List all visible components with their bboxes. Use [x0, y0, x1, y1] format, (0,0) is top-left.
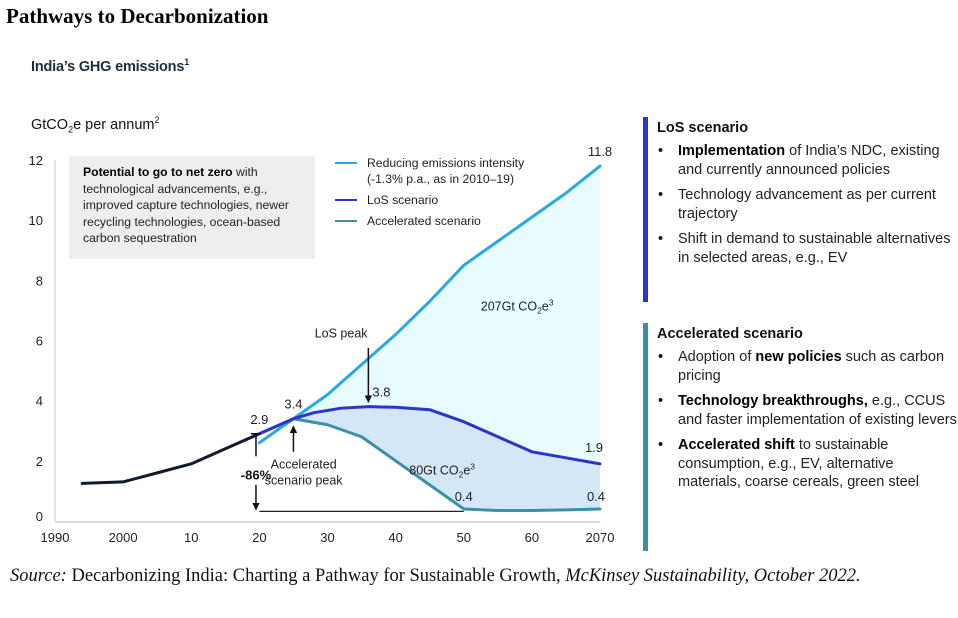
- legend-label: Reducing emissions intensity: [367, 156, 525, 170]
- chart-legend: Reducing emissions intensity (-1.3% p.a.…: [335, 155, 524, 229]
- source-publisher: McKinsey Sustainability, October 2022.: [560, 566, 861, 586]
- unit-pre: GtCO: [31, 116, 69, 133]
- legend-item-accelerated: Accelerated scenario: [335, 213, 524, 229]
- panel-accent-bar: [643, 117, 648, 302]
- legend-swatch-los: [335, 199, 357, 201]
- series-line-accelerated-scenario: [257, 417, 602, 512]
- accelerated-peak-label: Accelerated: [271, 457, 337, 471]
- chart-title-text: India’s GHG emissions: [31, 58, 185, 75]
- area-label-207gt-sup: 3: [549, 297, 554, 307]
- area-label-80gt: 80Gt CO2e3: [409, 461, 475, 479]
- panel-title: Accelerated scenario: [657, 326, 803, 342]
- chart-title: India’s GHG emissions1: [31, 57, 189, 75]
- callout-text: with technological advancements, e.g., i…: [83, 165, 289, 245]
- list-item: Adoption of new policies such as carbon …: [657, 348, 958, 385]
- bullet-bold: Technology breakthroughs,: [678, 393, 868, 409]
- los-scenario-panel: LoS scenario Implementation of India’s N…: [643, 117, 958, 302]
- area-fill-1: [293, 406, 600, 511]
- area-label-80gt-pre: 80Gt CO: [409, 463, 459, 477]
- x-tick-label: 40: [388, 530, 402, 545]
- bullet-bold: Accelerated shift: [678, 437, 795, 453]
- accelerated-peak-label: scenario peak: [265, 473, 344, 487]
- unit-post: e per annum: [73, 116, 155, 133]
- list-item: Shift in demand to sustainable alternati…: [657, 230, 958, 267]
- x-tick-label: 2070: [586, 530, 615, 545]
- list-item: Implementation of India’s NDC, existing …: [657, 142, 958, 179]
- emissions-chart: 0 2 4 6 8 10 12 1990 2000 10 20 30 40 50 60 2070 11.8 3.4…: [29, 144, 615, 545]
- legend-item-los: LoS scenario: [335, 192, 524, 208]
- panel-title: LoS scenario: [657, 120, 749, 136]
- area-label-207gt-pre: 207Gt CO: [481, 299, 538, 313]
- legend-item-intensity: Reducing emissions intensity (-1.3% p.a.…: [335, 155, 524, 187]
- y-axis-unit-label: GtCO2e per annum2: [31, 115, 160, 135]
- list-item: Accelerated shift to sustainable consump…: [657, 436, 958, 492]
- value-label: 3.8: [372, 385, 390, 400]
- page-title: Pathways to Decarbonization: [6, 4, 269, 28]
- area-fill-0: [293, 166, 600, 464]
- unit-sub: 2: [68, 124, 74, 135]
- y-tick-label: 12: [29, 153, 43, 168]
- x-tick-label: 20: [252, 530, 266, 545]
- bullet-text: of India’s NDC, existing and currently a…: [678, 143, 940, 178]
- bullet-text: Technology advancement as per current tr…: [678, 187, 936, 222]
- bullet-text: Adoption of: [678, 349, 756, 365]
- x-tick-label: 10: [184, 530, 198, 545]
- bullet-list: Implementation of India’s NDC, existing …: [643, 142, 958, 267]
- y-tick-label: 6: [36, 334, 43, 349]
- net-zero-callout: Potential to go to net zero with technol…: [69, 156, 315, 259]
- bullet-text: Shift in demand to sustainable alternati…: [678, 231, 951, 266]
- legend-label: Accelerated scenario: [367, 214, 481, 228]
- source-text: Decarbonizing India: Charting a Pathway …: [66, 566, 561, 586]
- area-label-207gt: 207Gt CO2e3: [481, 297, 554, 315]
- value-label: 2.9: [250, 412, 268, 427]
- area-label-207gt-post: e: [542, 299, 549, 313]
- value-label: 3.4: [284, 397, 302, 412]
- panel-accent-bar: [643, 323, 648, 551]
- unit-sup: 2: [154, 115, 160, 125]
- x-tick-label: 2000: [109, 530, 138, 545]
- value-label: 0.4: [587, 489, 605, 504]
- x-tick-label: 60: [525, 530, 539, 545]
- series-line-historical: [80, 432, 261, 485]
- bullet-bold: Implementation: [678, 143, 786, 159]
- x-tick-label: 50: [457, 530, 471, 545]
- series-line-los-scenario: [257, 405, 602, 466]
- legend-swatch-intensity: [335, 162, 357, 164]
- y-tick-label: 0: [36, 509, 43, 524]
- bullet-list: Adoption of new policies such as carbon …: [643, 348, 958, 492]
- value-label: 1.9: [585, 440, 603, 455]
- area-label-80gt-sup: 3: [470, 461, 475, 471]
- legend-label: LoS scenario: [367, 193, 439, 207]
- y-tick-label: 4: [36, 394, 43, 409]
- x-tick-label: 1990: [41, 530, 70, 545]
- y-tick-label: 8: [36, 273, 43, 288]
- list-item: Technology breakthroughs, e.g., CCUS and…: [657, 392, 958, 429]
- los-peak-label: LoS peak: [315, 326, 369, 340]
- bullet-text: such as carbon pricing: [678, 349, 945, 384]
- footnote-marker: 1: [184, 57, 190, 67]
- legend-swatch-accelerated: [335, 220, 357, 222]
- y-tick-label: 2: [36, 454, 43, 469]
- area-label-207gt-sub: 2: [537, 305, 542, 315]
- list-item: Technology advancement as per current tr…: [657, 186, 958, 223]
- bullet-text: to sustainable consumption, e.g., EV, al…: [678, 437, 919, 490]
- callout-bold: Potential to go to net zero: [83, 165, 233, 179]
- value-label: 0.4: [455, 489, 473, 504]
- reduction-label: -86%: [241, 467, 272, 482]
- area-label-80gt-sub: 2: [459, 469, 464, 479]
- x-tick-label: 30: [320, 530, 334, 545]
- value-label: 11.8: [588, 144, 612, 159]
- y-tick-label: 10: [29, 213, 43, 228]
- source-citation: Source: Decarbonizing India: Charting a …: [10, 564, 861, 588]
- legend-label-sub: (-1.3% p.a., as in 2010–19): [367, 172, 515, 186]
- accelerated-scenario-panel: Accelerated scenario Adoption of new pol…: [643, 323, 958, 551]
- bullet-text: e.g., CCUS and faster implementation of …: [678, 393, 957, 428]
- source-label: Source:: [10, 566, 67, 586]
- bullet-bold: new policies: [755, 349, 842, 365]
- area-label-80gt-post: e: [463, 463, 470, 477]
- series-line-reducing-emissions-intensity-p-a-as-in: [257, 164, 602, 445]
